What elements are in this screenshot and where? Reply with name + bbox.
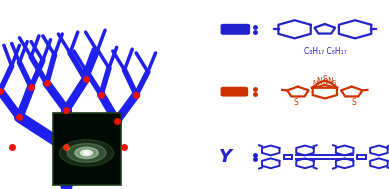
Text: C₈H₁₇ C₈H₁₇: C₈H₁₇ C₈H₁₇ xyxy=(303,46,346,56)
Circle shape xyxy=(81,150,92,156)
Circle shape xyxy=(67,143,106,162)
Bar xyxy=(357,155,366,159)
Text: S: S xyxy=(322,75,327,84)
Circle shape xyxy=(75,147,98,159)
FancyBboxPatch shape xyxy=(221,24,250,35)
Text: Y: Y xyxy=(219,148,232,166)
Text: N: N xyxy=(316,77,322,86)
Text: N: N xyxy=(313,80,318,86)
Bar xyxy=(53,113,121,185)
Text: S: S xyxy=(294,98,298,107)
Text: N: N xyxy=(322,79,328,85)
Text: S: S xyxy=(351,98,356,107)
Bar xyxy=(284,155,292,159)
Text: N: N xyxy=(328,77,333,86)
Circle shape xyxy=(84,152,89,154)
FancyBboxPatch shape xyxy=(221,87,248,97)
Text: S: S xyxy=(332,80,336,86)
Circle shape xyxy=(59,140,114,166)
